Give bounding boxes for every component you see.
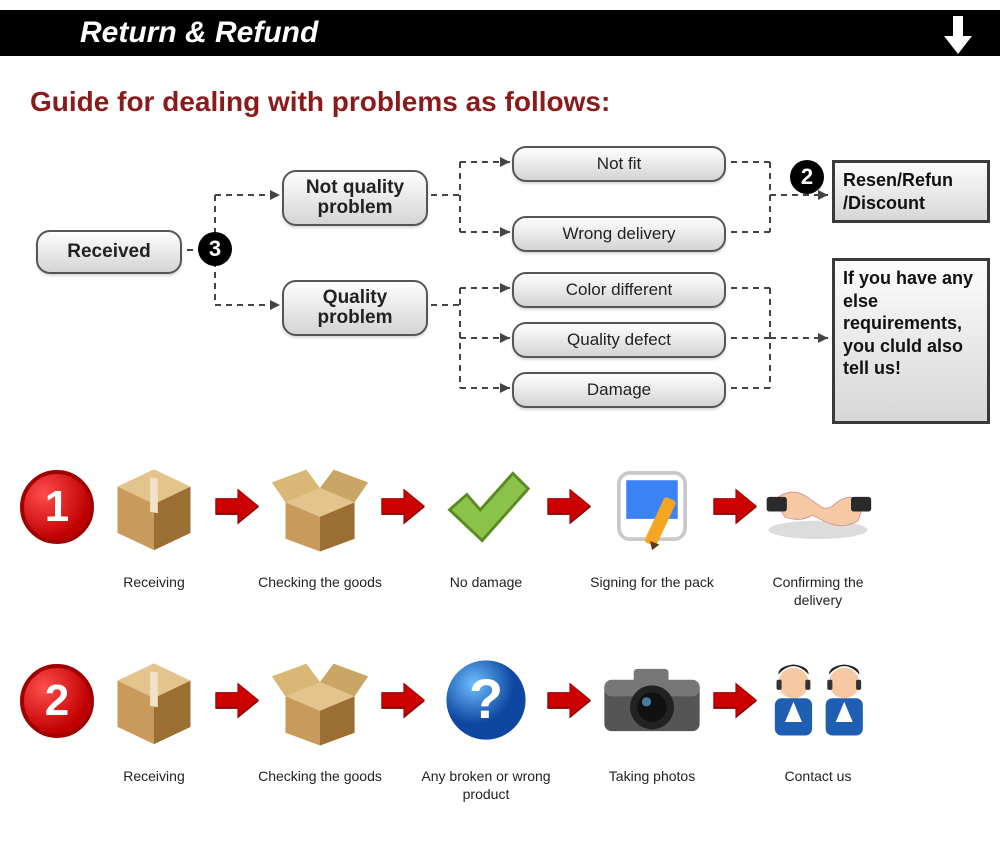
row-badge-2: 2 (20, 664, 94, 738)
step-support: Contact us (758, 650, 878, 786)
step-label: Any broken or wrong product (421, 768, 551, 803)
step-box-open: Checking the goods (260, 650, 380, 786)
arrow-right-icon (712, 456, 758, 556)
step-label: No damage (421, 574, 551, 592)
badge-3: 3 (198, 232, 232, 266)
steps-row-1: 1 Receiving Checking the goods No da (20, 456, 980, 609)
page-subtitle: Guide for dealing with problems as follo… (30, 86, 610, 118)
arrow-right-icon (214, 456, 260, 556)
step-label: Signing for the pack (587, 574, 717, 592)
node-not-quality: Not quality problem (282, 170, 428, 226)
node-damage: Damage (512, 372, 726, 408)
steps-row-2: 2 Receiving Checking the goods ? (20, 650, 980, 803)
arrow-right-icon (380, 456, 426, 556)
node-not-fit: Not fit (512, 146, 726, 182)
row-badge-1: 1 (20, 470, 94, 544)
header-bar: Return & Refund (0, 10, 1000, 56)
step-camera: Taking photos (592, 650, 712, 786)
camera-icon (597, 650, 707, 750)
step-check: No damage (426, 456, 546, 592)
check-icon (431, 456, 541, 556)
svg-text:?: ? (469, 667, 503, 730)
step-box-closed: Receiving (94, 650, 214, 786)
badge-2: 2 (790, 160, 824, 194)
step-label: Contact us (753, 768, 883, 786)
down-arrow-icon (938, 16, 978, 61)
box-refund: Resen/Refun /Discount (832, 160, 990, 223)
arrow-right-icon (546, 456, 592, 556)
step-sign: Signing for the pack (592, 456, 712, 592)
node-quality: Quality problem (282, 280, 428, 336)
arrow-right-icon (214, 650, 260, 750)
step-label: Receiving (89, 574, 219, 592)
header-title: Return & Refund (80, 16, 318, 50)
step-label: Taking photos (587, 768, 717, 786)
support-icon (763, 650, 873, 750)
arrow-right-icon (546, 650, 592, 750)
arrow-right-icon (712, 650, 758, 750)
sign-icon (597, 456, 707, 556)
step-label: Confirming the delivery (753, 574, 883, 609)
node-wrong-delivery: Wrong delivery (512, 216, 726, 252)
arrow-right-icon (380, 650, 426, 750)
box-else: If you have any else requirements, you c… (832, 258, 990, 424)
box-open-icon (265, 650, 375, 750)
step-label: Checking the goods (255, 574, 385, 592)
box-open-icon (265, 456, 375, 556)
step-question: ? Any broken or wrong product (426, 650, 546, 803)
node-color-diff: Color different (512, 272, 726, 308)
step-label: Checking the goods (255, 768, 385, 786)
node-quality-defect: Quality defect (512, 322, 726, 358)
step-handshake: Confirming the delivery (758, 456, 878, 609)
step-box-closed: Receiving (94, 456, 214, 592)
handshake-icon (763, 456, 873, 556)
question-icon: ? (431, 650, 541, 750)
box-closed-icon (99, 650, 209, 750)
step-label: Receiving (89, 768, 219, 786)
step-box-open: Checking the goods (260, 456, 380, 592)
box-closed-icon (99, 456, 209, 556)
node-received: Received (36, 230, 182, 274)
